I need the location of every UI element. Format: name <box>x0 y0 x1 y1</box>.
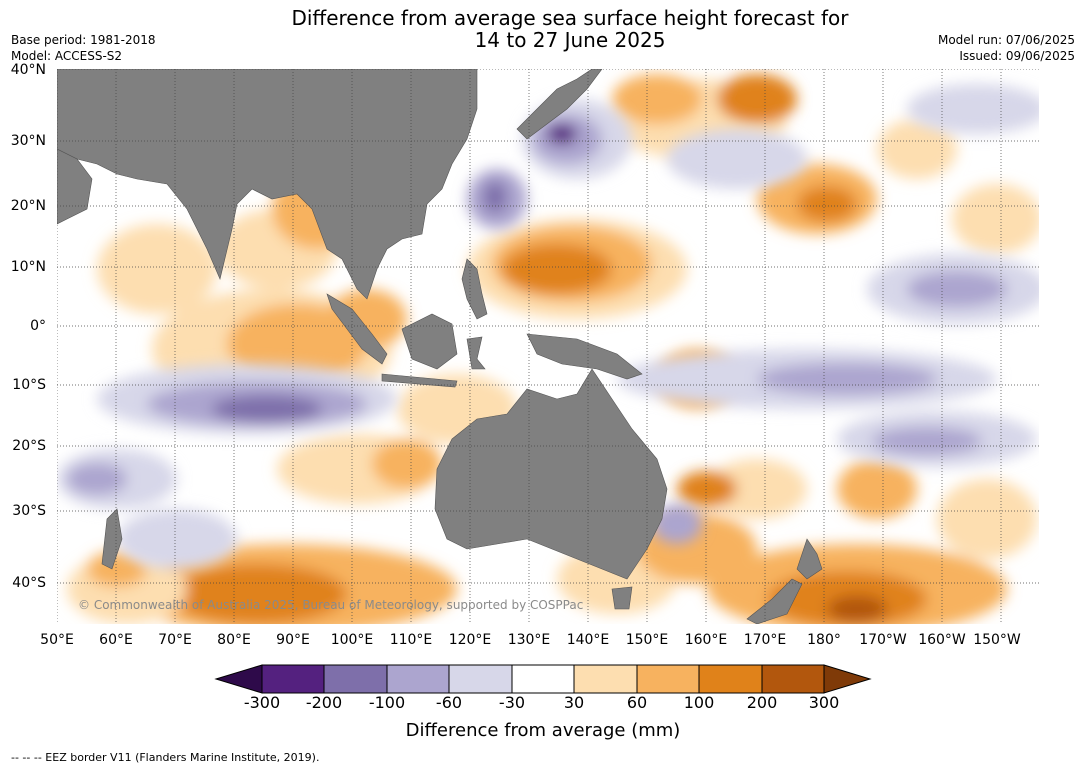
new-guinea-landmass <box>526 333 643 380</box>
sea-height-map <box>57 69 1039 624</box>
title-line-1: Difference from average sea surface heig… <box>291 6 849 30</box>
lat-label-30n: 30°N <box>10 133 46 149</box>
colorbar-segment-9 <box>761 664 825 694</box>
colorbar-segment-2 <box>323 664 388 694</box>
colorbar-tick--30: -30 <box>498 693 526 712</box>
meta-right: Model run: 07/06/2025 Issued: 09/06/2025 <box>938 32 1075 64</box>
meta-left: Base period: 1981-2018 Model: ACCESS-S2 <box>11 32 156 64</box>
lat-label-40n: 40°N <box>10 62 46 78</box>
lon-label-70e: 70°E <box>158 632 192 648</box>
colorbar-tick-200: 200 <box>746 693 778 712</box>
eez-footer-note: -- -- -- EEZ border V11 (Flanders Marine… <box>11 751 320 764</box>
sulawesi-landmass <box>466 336 486 370</box>
madagascar-landmass <box>101 508 123 570</box>
philippines-landmass <box>461 258 488 320</box>
colorbar-tick-60: 60 <box>626 693 648 712</box>
base-period-label: Base period: 1981-2018 <box>11 33 156 47</box>
lat-label-10s: 10°S <box>12 377 46 393</box>
lat-label-40s: 40°S <box>12 575 46 591</box>
lon-label-160e: 160°E <box>684 632 728 648</box>
issued-label: Issued: 09/06/2025 <box>959 49 1075 63</box>
colorbar-max-arrow <box>823 664 872 694</box>
lon-label-60e: 60°E <box>99 632 133 648</box>
model-label: Model: ACCESS-S2 <box>11 49 123 63</box>
lon-label-140e: 140°E <box>566 632 610 648</box>
colorbar-tick-100: 100 <box>683 693 715 712</box>
lon-label-160w: 160°W <box>918 632 966 648</box>
lon-label-130e: 130°E <box>507 632 551 648</box>
tasmania-landmass <box>611 586 633 610</box>
colorbar-tick-300: 300 <box>808 693 840 712</box>
lon-label-150e: 150°E <box>625 632 669 648</box>
colorbar <box>214 664 872 694</box>
new-zealand-landmass <box>746 538 823 624</box>
colorbar-segment-8 <box>698 664 763 694</box>
lon-label-180: 180° <box>807 632 841 648</box>
colorbar-segment-4 <box>448 664 513 694</box>
lon-label-170e: 170°E <box>743 632 787 648</box>
asia-landmass <box>57 69 478 300</box>
colorbar-tick--100: -100 <box>368 693 406 712</box>
graticule <box>57 69 1039 624</box>
colorbar-title: Difference from average (mm) <box>405 720 681 741</box>
lon-label-90e: 90°E <box>276 632 310 648</box>
colorbar-tick--200: -200 <box>305 693 343 712</box>
lon-label-50e: 50°E <box>40 632 74 648</box>
sumatra-landmass <box>326 293 388 365</box>
australia-landmass <box>434 368 668 580</box>
colorbar-segment-3 <box>386 664 450 694</box>
title-line-2: 14 to 27 June 2025 <box>474 28 666 52</box>
colorbar-min-arrow <box>214 664 263 694</box>
lat-label-20n: 20°N <box>10 198 46 214</box>
java-landmass <box>381 373 458 388</box>
arabia-landmass <box>57 148 93 225</box>
lat-label-0: 0° <box>30 318 46 334</box>
colorbar-tick--60: -60 <box>435 693 463 712</box>
colorbar-segment-1 <box>261 664 325 694</box>
lon-label-120e: 120°E <box>448 632 492 648</box>
lat-label-10n: 10°N <box>10 259 46 275</box>
lat-label-20s: 20°S <box>12 438 46 454</box>
borneo-landmass <box>401 313 458 370</box>
lon-label-100e: 100°E <box>330 632 374 648</box>
colorbar-tick--300: -300 <box>243 693 281 712</box>
colorbar-segment-7 <box>636 664 700 694</box>
lat-label-30s: 30°S <box>12 503 46 519</box>
colorbar-segment-6 <box>573 664 638 694</box>
lon-label-170w: 170°W <box>859 632 907 648</box>
land-layer <box>57 69 823 624</box>
lon-label-150w: 150°W <box>973 632 1021 648</box>
negative-anomaly-layer <box>57 84 1039 569</box>
lon-label-80e: 80°E <box>217 632 251 648</box>
lon-label-110e: 110°E <box>389 632 433 648</box>
copyright-notice: © Commonwealth of Australia 2025, Bureau… <box>78 598 584 612</box>
japan-landmass <box>516 69 603 140</box>
model-run-label: Model run: 07/06/2025 <box>937 33 1075 47</box>
colorbar-segment-5 <box>511 664 575 694</box>
colorbar-tick-30: 30 <box>563 693 585 712</box>
